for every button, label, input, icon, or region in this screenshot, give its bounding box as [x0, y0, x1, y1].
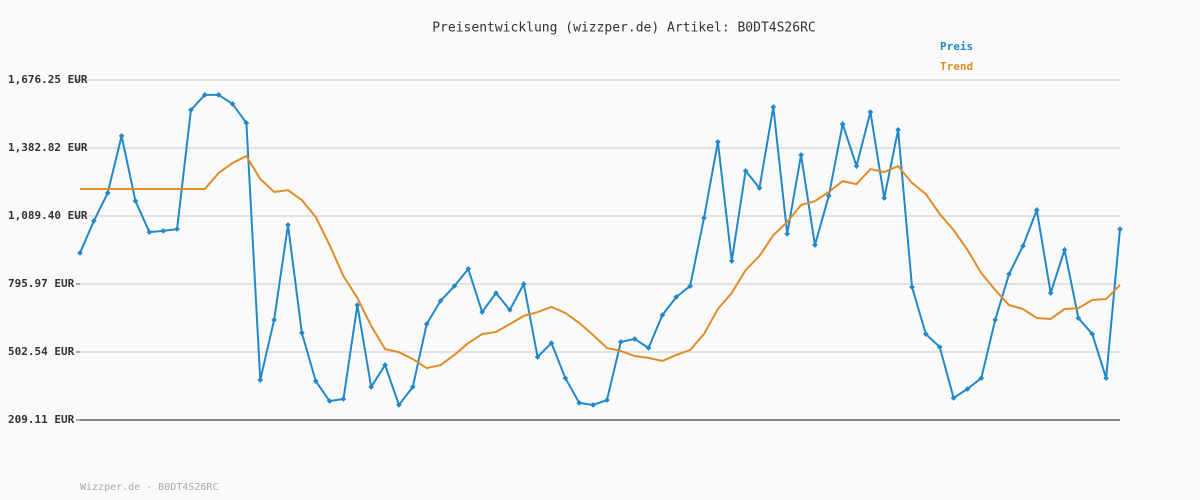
marker [992, 317, 999, 323]
marker [978, 375, 985, 381]
marker [631, 336, 638, 342]
marker [548, 340, 555, 346]
y-tick-label: 502.54 EUR [8, 345, 75, 358]
y-tick-label: 1,382.82 EUR [8, 141, 88, 154]
marker [437, 298, 444, 304]
marker [188, 107, 194, 113]
marker [784, 231, 791, 237]
footer: Wizzper.de - B0DT4S26RC [80, 482, 218, 493]
marker [91, 218, 97, 224]
marker [964, 386, 971, 392]
marker [590, 402, 596, 408]
marker [299, 330, 305, 336]
marker [271, 317, 277, 323]
marker [839, 121, 846, 127]
marker [132, 198, 139, 204]
marker [950, 395, 957, 401]
line-1 [80, 154, 1121, 370]
marker [146, 229, 153, 235]
marker [881, 195, 888, 201]
marker [423, 321, 430, 327]
marker [1006, 271, 1012, 277]
marker [1089, 331, 1096, 337]
marker [534, 354, 541, 360]
line-0 [79, 93, 1121, 408]
marker [562, 375, 569, 381]
marker [825, 193, 832, 199]
marker [770, 104, 777, 110]
marker [798, 152, 804, 158]
marker [77, 250, 83, 256]
legend-entry: Trend [940, 60, 973, 73]
marker [465, 266, 472, 272]
marker [1047, 290, 1054, 296]
marker [742, 168, 749, 174]
marker [895, 127, 901, 133]
marker [312, 378, 319, 384]
marker [659, 312, 666, 318]
y-tick-label: 1,676.25 EUR [8, 73, 88, 86]
marker [451, 283, 458, 289]
marker [382, 362, 388, 368]
marker [687, 283, 693, 289]
y-tick-label: 209.11 EUR [8, 413, 75, 426]
marker [1020, 243, 1026, 249]
marker [701, 215, 707, 221]
marker [604, 397, 610, 403]
marker [923, 331, 929, 337]
chart-title: Preisentwicklung (wizzper.de) Artikel: B… [432, 21, 816, 36]
marker [867, 109, 874, 115]
marker [520, 281, 527, 287]
marker [118, 133, 125, 139]
marker [756, 185, 763, 191]
marker [326, 398, 333, 404]
y-tick-label: 1,089.40 EUR [8, 209, 88, 222]
marker [201, 92, 208, 98]
marker [1061, 247, 1068, 253]
marker [507, 307, 513, 313]
legend-entry: Preis [940, 40, 973, 53]
marker [1075, 315, 1082, 321]
marker [673, 294, 680, 300]
marker [812, 242, 818, 248]
marker [617, 339, 624, 345]
marker [257, 377, 264, 383]
marker [243, 120, 250, 126]
marker [1103, 375, 1109, 381]
marker [576, 400, 583, 406]
marker [368, 384, 375, 390]
marker [909, 284, 915, 290]
marker [1033, 207, 1040, 213]
marker [160, 228, 167, 234]
marker [479, 309, 485, 315]
marker [493, 290, 499, 296]
marker [936, 344, 943, 350]
marker [215, 92, 222, 98]
marker [409, 384, 416, 390]
marker [715, 139, 721, 145]
marker [728, 258, 735, 264]
marker [285, 222, 291, 228]
marker [396, 402, 402, 408]
marker [354, 302, 361, 308]
marker [174, 226, 180, 232]
marker [645, 345, 652, 351]
marker [340, 396, 347, 402]
y-tick-label: 795.97 EUR [8, 277, 75, 290]
marker [853, 163, 860, 169]
marker [104, 190, 111, 196]
marker [229, 101, 236, 107]
marker [1117, 226, 1123, 232]
